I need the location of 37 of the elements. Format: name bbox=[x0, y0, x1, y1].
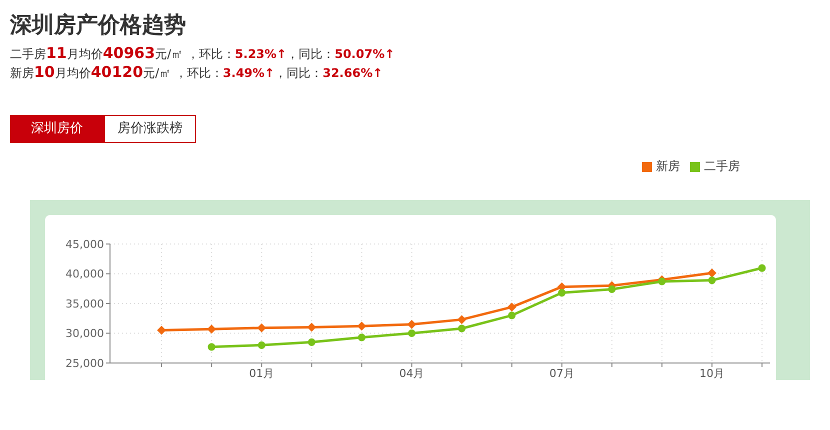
point bbox=[257, 323, 266, 332]
point bbox=[458, 324, 466, 332]
text: 房价涨跌榜 bbox=[104, 115, 196, 143]
point bbox=[207, 324, 216, 334]
x-tick-label: 10月 bbox=[699, 366, 724, 380]
chart-title: 深圳房产价格趋势 bbox=[10, 12, 186, 40]
chart-subtitle: 二手房11月均价40963元/㎡ ，环比：5.23%↑，同比：50.07%↑ bbox=[10, 44, 395, 62]
text: 深圳房价 bbox=[10, 115, 104, 143]
point bbox=[157, 326, 166, 335]
x-tick-label: 04月 bbox=[399, 366, 424, 380]
point bbox=[507, 302, 516, 312]
point bbox=[758, 264, 766, 272]
point bbox=[658, 278, 666, 286]
legend-label: 二手房 bbox=[704, 159, 740, 173]
point bbox=[457, 315, 466, 324]
point bbox=[407, 320, 416, 329]
point bbox=[707, 268, 716, 278]
point bbox=[708, 276, 716, 284]
point bbox=[357, 322, 366, 331]
point bbox=[408, 329, 416, 338]
point bbox=[307, 322, 316, 332]
point bbox=[258, 341, 266, 349]
y-tick-label: 30,000 bbox=[66, 327, 104, 340]
point bbox=[608, 285, 616, 294]
y-tick-label: 35,000 bbox=[66, 297, 104, 310]
point bbox=[358, 334, 366, 342]
text: 新房10月均价40120元/㎡ ，环比：3.49%↑，同比：32.66%↑ bbox=[10, 63, 383, 81]
point bbox=[308, 338, 316, 346]
legend-label: 新房 bbox=[656, 159, 680, 173]
point bbox=[208, 343, 216, 351]
y-tick-label: 40,000 bbox=[66, 268, 104, 281]
x-tick-label: 07月 bbox=[549, 366, 574, 380]
x-tick-label: 01月 bbox=[249, 366, 274, 380]
point bbox=[558, 288, 566, 297]
y-tick-label: 45,000 bbox=[66, 238, 104, 251]
point bbox=[508, 312, 516, 320]
y-tick-label: 25,000 bbox=[66, 356, 104, 370]
